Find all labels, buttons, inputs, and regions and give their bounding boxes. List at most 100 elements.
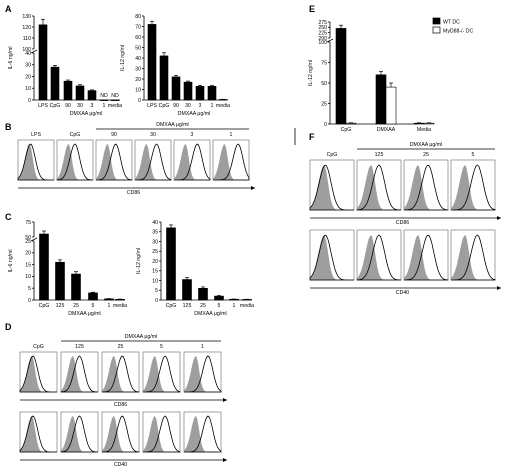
a-il6-x-tick-label: CpG	[50, 103, 61, 109]
b-marker-histogram	[135, 143, 172, 181]
c-il6-y-tick-label: 0	[28, 298, 31, 304]
a-il12-x-tick-label: media	[216, 103, 230, 109]
d-marker-histogram	[60, 415, 99, 453]
a-il12-y-axis-title: IL-12 ng/ml	[120, 45, 126, 71]
b-marker-histogram	[17, 143, 54, 181]
e-il12-bar	[413, 122, 425, 125]
f-column-label: 125	[375, 152, 384, 158]
e-il12-x-tick-label: CpG	[341, 127, 352, 133]
b-isotype-histogram	[96, 144, 132, 180]
f-marker-label: CD40	[396, 290, 409, 296]
a-il6-bar	[75, 85, 85, 101]
f-column-label: 5	[472, 152, 475, 158]
c-il6-x-tick-label: media	[113, 303, 127, 309]
d-isotype-histogram	[61, 356, 98, 392]
a-il6-bar	[50, 66, 60, 101]
a-il6-y-tick-label: 30	[25, 63, 31, 69]
c-il6-y-tick-label: 10	[25, 274, 31, 280]
b-marker-label: CD86	[127, 190, 140, 196]
b-isotype-histogram	[213, 144, 249, 180]
d-isotype-histogram	[184, 416, 221, 452]
d-marker-histogram	[60, 355, 99, 393]
a-il6-y-tick-label: 10	[25, 86, 31, 92]
b-column-label: 1	[230, 132, 233, 138]
f-marker-histogram	[356, 234, 402, 281]
c-il12-y-tick-label: 5	[155, 288, 158, 294]
panel-letter-b: B	[5, 122, 12, 132]
c-il6-x-tick-label: 25	[73, 303, 79, 309]
f-histogram-box	[356, 229, 402, 281]
d-isotype-histogram	[143, 356, 180, 392]
c-il12-x-tick-label: media	[240, 303, 254, 309]
a-il12-x-tick-label: 90	[173, 103, 179, 109]
c-il12-x-tick-label: 1	[233, 303, 236, 309]
f-arrowhead	[497, 286, 501, 290]
d-marker-histogram	[102, 355, 140, 393]
d-column-label: 25	[118, 344, 124, 350]
a-il6-bar	[99, 99, 109, 101]
c-il12-y-tick-label: 15	[152, 269, 158, 275]
c-il12-x-tick-label: CpG	[166, 303, 177, 309]
c-il6-x-tick-label: CpG	[39, 303, 50, 309]
b-column-label: LPS	[31, 132, 41, 138]
c-il12-x-axis-title: DMXAA μg/ml	[194, 311, 226, 317]
c-il6-x-tick-label: 1	[108, 303, 111, 309]
a-il12-y-tick-label: 30	[135, 66, 141, 72]
d-group-label: DMXAA μg/ml	[125, 334, 157, 340]
f-isotype-histogram	[404, 235, 448, 280]
a-il6-bar	[87, 90, 97, 101]
c-il6-y-tick-label: 20	[25, 251, 31, 257]
a-il6-y-tick-label: 20	[25, 74, 31, 80]
b-group-label: DMXAA μg/ml	[156, 122, 188, 128]
c-il6-y-tick-label: 15	[25, 262, 31, 268]
e-il12-y-tick-label: 250	[318, 25, 327, 31]
a-il6-bar	[38, 24, 48, 101]
f-column-label: CpG	[327, 152, 338, 158]
b-column-label: 30	[150, 132, 156, 138]
f-marker-label: CD86	[396, 220, 409, 226]
c-il6-x-tick-label: 125	[56, 303, 65, 309]
e-il12-bar	[335, 28, 347, 125]
panel-letter-e: E	[309, 4, 315, 14]
c-il6-bar	[88, 292, 98, 301]
a-il12-y-tick-label: 40	[135, 56, 141, 62]
c-il12-y-tick-label: 20	[152, 259, 158, 265]
e-il12-bar	[345, 122, 357, 125]
a-il12-y-tick-label: 70	[135, 24, 141, 30]
a-il6-y-tick-label: 120	[22, 25, 31, 31]
c-il12-x-tick-label: 125	[183, 303, 192, 309]
b-column-label: 3	[191, 132, 194, 138]
e-il12-y-tick-label: 100	[318, 40, 327, 46]
a-il12-y-tick-label: 60	[135, 35, 141, 41]
a-il12-y-tick-label: 10	[135, 87, 141, 93]
a-il12-x-tick-label: 3	[199, 103, 202, 109]
e-il12-bar	[375, 74, 387, 125]
a-il6-value-label: ND	[100, 93, 108, 99]
d-marker-histogram	[19, 415, 57, 453]
e-il12-bar	[385, 86, 397, 125]
a-il12-bar	[171, 76, 181, 101]
a-il6-x-tick-label: 3	[91, 103, 94, 109]
e-il12-axis-break	[326, 38, 334, 43]
c-il12-y-axis-title: IL-12 ng/ml	[136, 248, 142, 274]
c-il12-y-tick-label: 35	[152, 230, 158, 236]
a-il12-x-tick-label: CpG	[159, 103, 170, 109]
f-isotype-histogram	[451, 235, 495, 280]
b-column-label: CpG	[70, 132, 81, 138]
e-il12-y-tick-label: 225	[318, 30, 327, 36]
d-isotype-histogram	[184, 356, 221, 392]
d-arrowhead	[223, 398, 227, 402]
a-il6-y-tick-label: 40	[25, 51, 31, 57]
e-il12-y-tick-label: 50	[321, 81, 327, 87]
f-group-label: DMXAA μg/ml	[410, 142, 442, 148]
c-il6-bar	[39, 233, 49, 301]
c-il12-bar	[182, 279, 192, 301]
e-legend-swatch	[432, 26, 441, 34]
e-legend-label: MyD88-/- DC	[443, 29, 474, 35]
a-il6-x-tick-label: 30	[77, 103, 83, 109]
e-il12-x-tick-label: Media	[417, 127, 431, 133]
a-il12-y-tick-label: 50	[135, 45, 141, 51]
c-il6-x-tick-label: 5	[92, 303, 95, 309]
panel-letter-a: A	[5, 4, 12, 14]
b-marker-histogram	[56, 143, 94, 181]
